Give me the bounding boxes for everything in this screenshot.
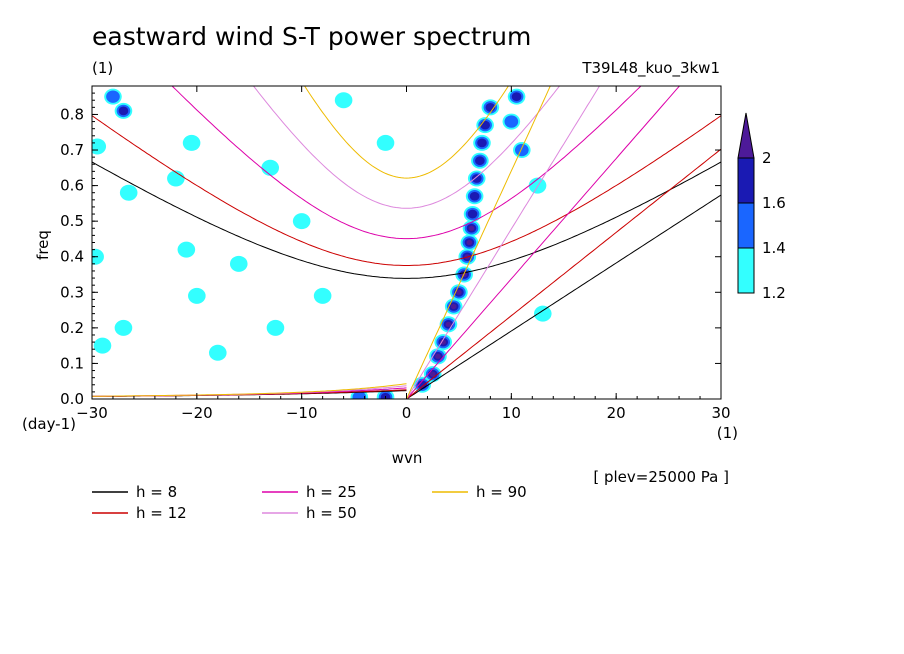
y-tick-label: 0.2 [60,319,84,337]
x-tick-label: 10 [502,404,521,422]
y-tick-label: 0.1 [60,354,84,372]
dispersion-curve-ig [304,86,509,179]
power-blob [450,303,457,310]
x-tick-label: 0 [402,404,412,422]
power-blob [118,106,129,116]
colorbar-label: 1.2 [762,284,786,302]
y-tick-label: 0.4 [60,248,84,266]
power-blob [106,90,120,103]
colorbar-swatch [737,247,755,294]
power-blob [177,241,196,258]
dispersion-curve-kelvin [406,86,601,399]
plev-annotation: [ plev=25000 Pa ] [593,468,729,486]
power-blob [471,174,482,183]
power-blob [313,287,332,304]
colorbar-label: 1.6 [762,194,786,212]
chart-title: eastward wind S-T power spectrum [92,22,531,51]
power-blob [380,392,391,399]
power-blob [114,319,133,336]
power-blob [445,321,452,327]
colorbar-swatch [737,157,755,204]
y-tick-label: 0.3 [60,283,84,301]
power-blob [93,337,112,354]
power-blob [533,305,552,322]
x-unit-label: (1) [717,424,738,442]
power-blob [182,134,201,151]
dispersion-curve-kelvin [406,148,721,399]
power-blob [480,120,490,130]
power-blob [440,339,447,345]
y-unit-label: (day-1) [22,415,76,433]
y-axis-label: freq [34,230,52,260]
legend-label: h = 90 [476,483,527,501]
dispersion-curve-kelvin [406,194,721,399]
dispersion-curves [92,86,721,399]
legend-label: h = 25 [306,483,357,501]
power-blob [119,184,138,201]
colorbar-label: 1.4 [762,239,786,257]
power-blob [435,353,441,359]
power-blob [167,170,185,187]
power-contours [92,88,552,399]
power-blob [261,159,280,176]
power-blob [352,391,367,399]
power-blob [466,239,473,246]
y-tick-label: 0.8 [60,105,84,123]
power-blob [376,134,395,151]
legend-label: h = 12 [136,504,187,522]
x-tick-label: −30 [76,404,108,422]
power-blob [209,344,227,361]
power-blob [188,287,206,304]
y-tick-label: 0.0 [60,390,84,408]
subtitle-left: (1) [92,59,113,77]
power-blob [229,255,248,272]
y-tick-label: 0.6 [60,177,84,195]
colorbar-label: 2 [762,149,772,167]
dispersion-curve-kelvin [406,86,681,399]
colorbar-swatch [737,202,755,249]
x-tick-label: 30 [711,404,730,422]
power-blob [469,191,480,201]
subtitle-right: T39L48_kuo_3kw1 [581,59,720,78]
power-blob [334,92,353,109]
power-blob [456,289,462,295]
x-tick-label: −10 [286,404,318,422]
power-blob [504,115,519,128]
dispersion-curve-ig [92,161,721,279]
power-blob [514,143,529,157]
axis-ticks: −30 −20 −10 0 10 20 30 0.0 0.1 0.2 0.3 0.4 0.5 0.6 0.7… [60,86,731,422]
dispersion-curve-ig [171,86,642,240]
power-blob [429,371,436,377]
power-blob [511,92,522,102]
power-blob [92,138,107,155]
power-blob [468,225,475,231]
dispersion-curve-ig [252,86,561,209]
y-tick-label: 0.7 [60,141,84,159]
power-blob [475,156,485,166]
power-blob [292,213,311,230]
legend: h = 8 h = 12 h = 25 h = 50 h = 90 [92,483,527,522]
legend-label: h = 50 [306,504,357,522]
dispersion-curve-mrg [92,383,407,397]
dispersion-curve-kelvin [406,86,551,399]
x-tick-label: −20 [181,404,213,422]
colorbar-triangle [737,112,755,159]
x-tick-label: 20 [607,404,626,422]
power-blob [467,209,478,219]
legend-label: h = 8 [136,483,177,501]
power-blob [266,319,285,336]
colorbar: 1.2 1.4 1.6 2 [737,112,786,302]
y-tick-label: 0.5 [60,212,84,230]
x-axis-label: wvn [392,449,423,467]
power-blob [477,138,487,148]
dispersion-curve-ig [92,115,721,266]
